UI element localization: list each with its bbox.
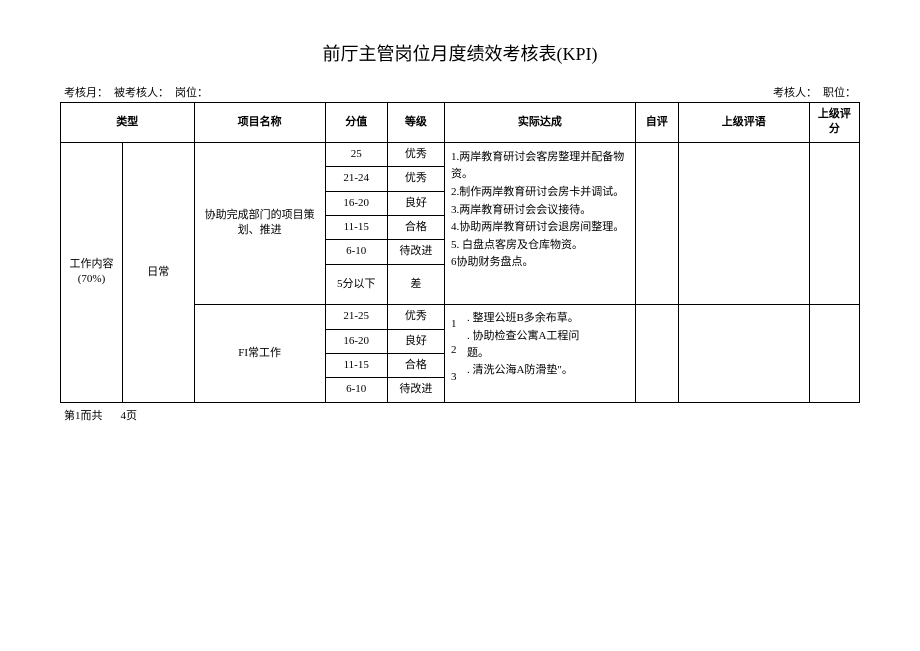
col-supervisor-score: 上级评分 <box>809 103 859 143</box>
project-name-cell: FI常工作 <box>194 305 325 403</box>
grade-cell: 良好 <box>387 329 444 353</box>
table-row: 工作内容 (70%) 日常 协助完成部门的项目策划、推进 25 优秀 1.两岸教… <box>61 142 860 166</box>
score-cell: 11-15 <box>325 215 387 239</box>
col-type: 类型 <box>61 103 195 143</box>
achievement-num: 1 <box>451 317 463 332</box>
score-cell: 16-20 <box>325 329 387 353</box>
achievement-num: 2 <box>451 343 463 358</box>
title-label: 职位： <box>823 84 856 100</box>
grade-cell: 合格 <box>387 215 444 239</box>
score-cell: 5分以下 <box>325 264 387 304</box>
self-eval-cell <box>635 305 678 403</box>
supervisor-comment-cell <box>678 305 809 403</box>
col-self-eval: 自评 <box>635 103 678 143</box>
score-cell: 21-24 <box>325 167 387 191</box>
col-score: 分值 <box>325 103 387 143</box>
grade-cell: 优秀 <box>387 305 444 329</box>
score-cell: 21-25 <box>325 305 387 329</box>
grade-cell: 优秀 <box>387 167 444 191</box>
grade-cell: 合格 <box>387 353 444 377</box>
assessee-label: 被考核人： <box>114 84 169 100</box>
achievement-cell: 1.两岸教育研讨会客房整理并配备物资。 2.制作两岸教育研讨会房卡并调试。 3.… <box>444 142 635 304</box>
score-cell: 6-10 <box>325 378 387 402</box>
header-info-row: 考核月： 被考核人： 岗位： 考核人： 职位： <box>60 84 860 100</box>
grade-cell: 优秀 <box>387 142 444 166</box>
achievement-cell: 1 2 3 . 整理公班B多余布草。 . 协助检查公寓A工程问 题。 . 清洗公… <box>444 305 635 403</box>
supervisor-score-cell <box>809 305 859 403</box>
col-project: 项目名称 <box>194 103 325 143</box>
work-content-cell: 工作内容 (70%) <box>61 142 123 402</box>
category-cell: 日常 <box>123 142 195 402</box>
grade-cell: 差 <box>387 264 444 304</box>
grade-cell: 待改进 <box>387 378 444 402</box>
score-cell: 11-15 <box>325 353 387 377</box>
self-eval-cell <box>635 142 678 304</box>
supervisor-comment-cell <box>678 142 809 304</box>
grade-cell: 良好 <box>387 191 444 215</box>
work-content-weight: (70%) <box>64 272 119 287</box>
achievement-item: . 清洗公海A防滑垫"。 <box>467 363 579 378</box>
score-cell: 6-10 <box>325 240 387 264</box>
month-label: 考核月： <box>64 84 108 100</box>
col-achievement: 实际达成 <box>444 103 635 143</box>
achievement-text: 1.两岸教育研讨会客房整理并配备物资。 2.制作两岸教育研讨会房卡并调试。 3.… <box>451 149 629 272</box>
achievement-item: . 整理公班B多余布草。 <box>467 311 579 326</box>
table-header-row: 类型 项目名称 分值 等级 实际达成 自评 上级评语 上级评分 <box>61 103 860 143</box>
col-grade: 等级 <box>387 103 444 143</box>
document-title: 前厅主管岗位月度绩效考核表(KPI) <box>60 40 860 66</box>
work-content-label: 工作内容 <box>64 257 119 272</box>
achievement-num: 3 <box>451 370 463 385</box>
page-label: 第1而共 <box>64 407 103 423</box>
grade-cell: 待改进 <box>387 240 444 264</box>
assessor-label: 考核人： <box>773 84 817 100</box>
score-cell: 16-20 <box>325 191 387 215</box>
kpi-table: 类型 项目名称 分值 等级 实际达成 自评 上级评语 上级评分 工作内容 (70… <box>60 102 860 403</box>
supervisor-score-cell <box>809 142 859 304</box>
col-supervisor-comment: 上级评语 <box>678 103 809 143</box>
achievement-item: . 协助检查公寓A工程问 <box>467 329 579 344</box>
position-label: 岗位： <box>175 84 208 100</box>
project-name-cell: 协助完成部门的项目策划、推进 <box>194 142 325 304</box>
total-pages: 4页 <box>121 407 138 423</box>
achievement-item: 题。 <box>467 346 579 361</box>
score-cell: 25 <box>325 142 387 166</box>
page-footer: 第1而共 4页 <box>60 407 860 423</box>
